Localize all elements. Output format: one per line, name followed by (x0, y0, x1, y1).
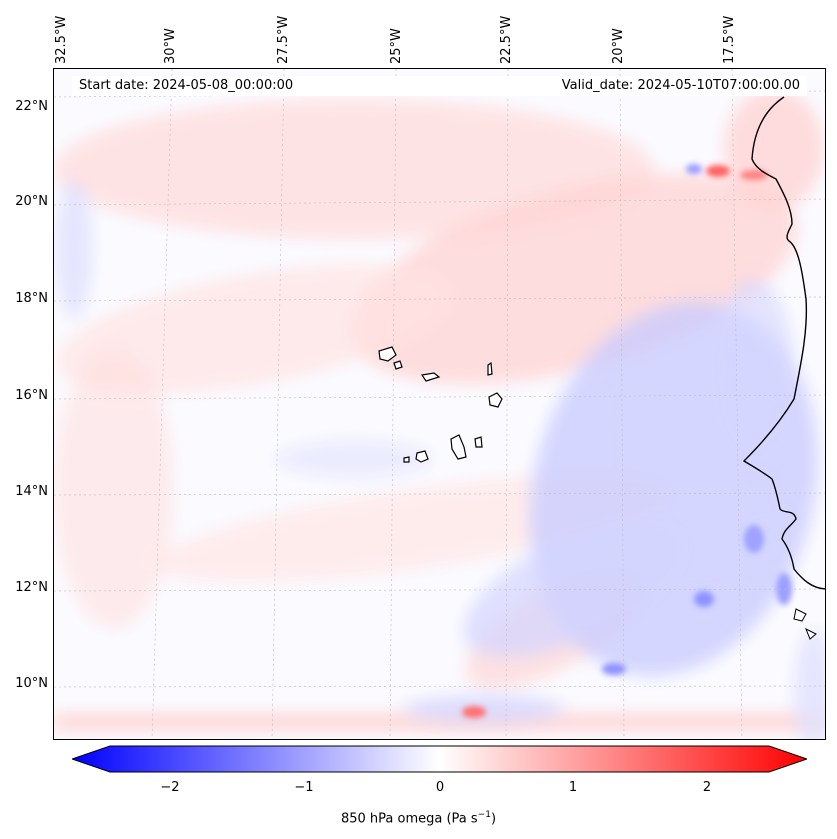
lon-label-27-5w: 27.5°W (276, 15, 291, 64)
colorbar-gradient (70, 745, 809, 773)
strong-omega-cells (462, 164, 792, 718)
omega-field-map (54, 69, 825, 739)
africa-coastline (742, 96, 825, 590)
lat-label-16n: 16°N (15, 388, 48, 403)
lon-label-22-5w: 22.5°W (499, 15, 514, 64)
lon-label-32-5w: 32.5°W (54, 15, 69, 64)
colorbar-tick-1: 1 (568, 780, 578, 795)
island-brava (403, 456, 410, 463)
lat-label-14n: 14°N (15, 484, 48, 499)
lon-label-25w: 25°W (389, 28, 404, 64)
lat-label-10n: 10°N (15, 676, 48, 691)
island-sal (487, 361, 493, 376)
lat-label-18n: 18°N (15, 291, 48, 306)
valid-date-label: Valid_date: 2024-05-10T07:00:00.00 (561, 78, 800, 93)
island-sao-nicolau (420, 372, 441, 382)
colorbar-tick-neg1: −1 (294, 780, 314, 795)
colorbar (70, 745, 809, 773)
lon-label-20w: 20°W (611, 28, 626, 64)
lon-label-30w: 30°W (163, 28, 178, 64)
island-sao-vicente (393, 360, 403, 370)
header-strip (72, 76, 807, 96)
island-maio (474, 436, 483, 448)
colorbar-tick-2: 2 (702, 780, 712, 795)
lat-label-12n: 12°N (15, 580, 48, 595)
cape-verde-islands (378, 346, 503, 463)
map-panel[interactable] (53, 68, 826, 740)
coast-islands (793, 608, 817, 640)
colorbar-tick-0: 0 (435, 780, 445, 795)
lat-label-20n: 20°N (15, 194, 48, 209)
lat-label-22n: 22°N (15, 99, 48, 114)
lon-label-17-5w: 17.5°W (722, 15, 737, 64)
colorbar-tick-neg2: −2 (160, 780, 180, 795)
island-santo-antao (378, 346, 397, 362)
island-santiago (450, 434, 467, 460)
island-boa-vista (488, 392, 503, 408)
start-date-label: Start date: 2024-05-08_00:00:00 (79, 78, 294, 93)
island-fogo (415, 450, 429, 463)
colorbar-title: 850 hPa omega (Pa s−1) (340, 810, 497, 827)
